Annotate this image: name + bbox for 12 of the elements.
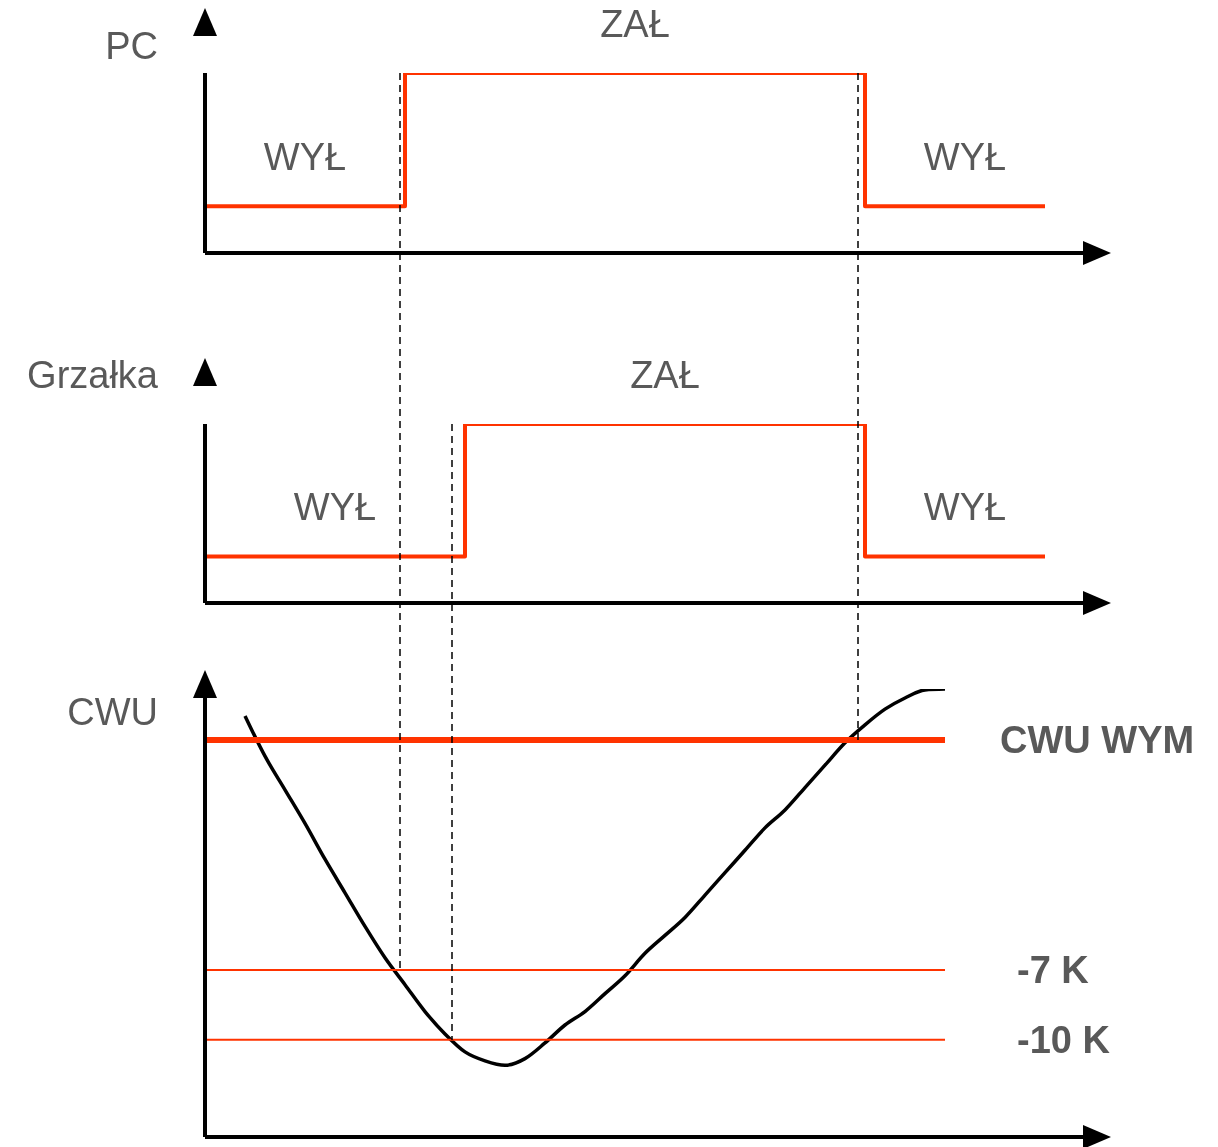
annotation: WYŁ (922, 486, 1008, 530)
text: ZAŁ (629, 354, 701, 397)
y-axis-title: CWU (67, 691, 158, 734)
annotation: WYŁ (262, 136, 348, 180)
annotation: WYŁ (922, 136, 1008, 180)
y-axis-title: Grzałka (27, 354, 158, 397)
ref-line-label: CWU WYM (1000, 719, 1195, 762)
text: ZAŁ (599, 3, 671, 46)
y-axis-title: PC (105, 25, 158, 68)
ref-line-label: -7 K (1017, 948, 1090, 991)
ref-line-label: -10 K (1017, 1018, 1111, 1061)
annotation: WYŁ (292, 486, 378, 530)
